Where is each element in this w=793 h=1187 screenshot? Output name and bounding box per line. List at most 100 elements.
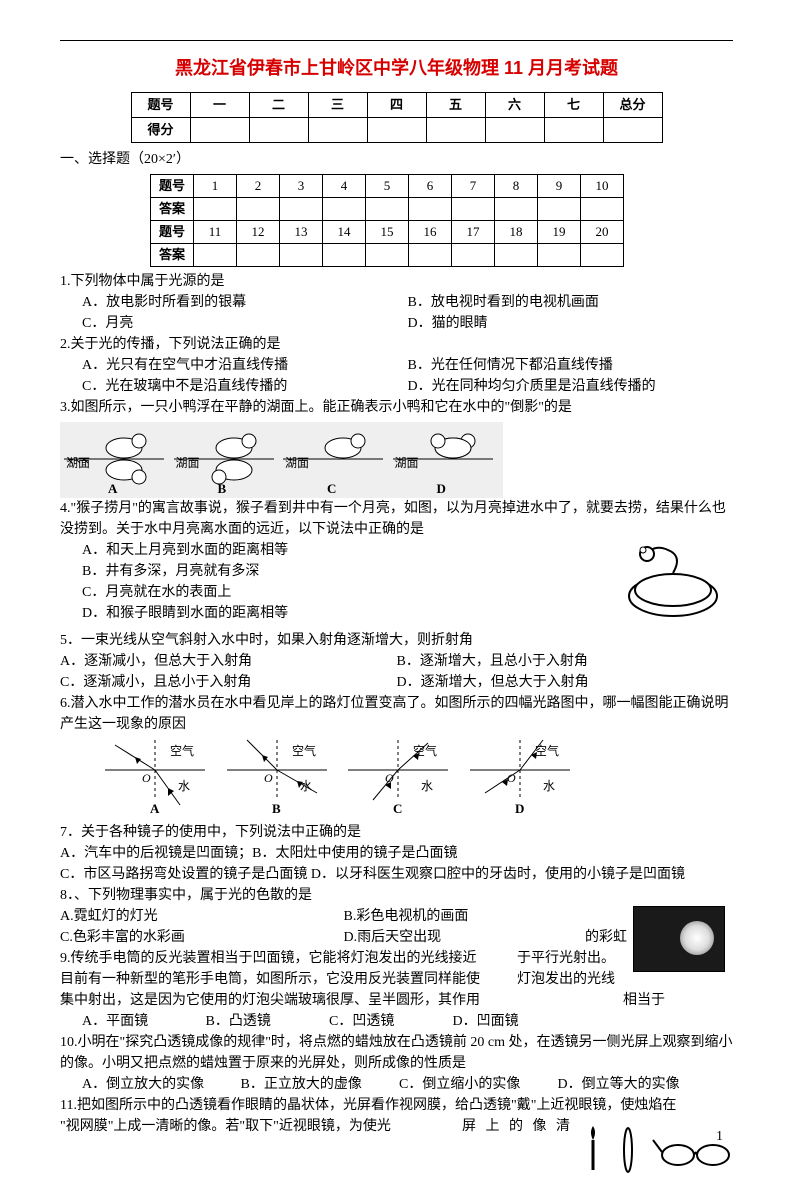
q1-c: C．月亮 — [82, 313, 408, 334]
q9-line2: 目前有一种新型的笔形手电筒，如图所示，它没用反光装置同样能使 灯泡发出的光线 — [60, 969, 627, 990]
ans-cell[interactable] — [237, 198, 280, 221]
ans-n: 15 — [366, 221, 409, 244]
score-cell[interactable] — [190, 118, 249, 143]
ans-cell[interactable] — [194, 244, 237, 267]
q2-d: D．光在同种均匀介质里是沿直线传播的 — [408, 376, 734, 397]
ans-n: 6 — [409, 175, 452, 198]
score-h-7: 七 — [544, 93, 603, 118]
q9-line1: 9.传统手电筒的反光装置相当于凹面镜，它能将灯泡发出的光线接近 于平行光射出。 — [60, 948, 627, 969]
ans-lbl-a: 答案 — [151, 198, 194, 221]
score-h-1: 一 — [190, 93, 249, 118]
q8-opts: A.霓虹灯的灯光 B.彩色电视机的画面 — [60, 906, 627, 927]
ans-cell[interactable] — [538, 244, 581, 267]
q7-opts: A．汽车中的后视镜是凹面镜；B．太阳灶中使用的镜子是凸面镜 C．市区马路拐弯处设… — [60, 843, 733, 885]
duck-option-a: 湖面 A — [64, 426, 164, 496]
exam-title: 黑龙江省伊春市上甘岭区中学八年级物理 11 月月考试题 — [60, 55, 733, 82]
score-cell[interactable] — [426, 118, 485, 143]
opt-c-label: C — [393, 801, 402, 815]
ans-cell[interactable] — [237, 244, 280, 267]
q1-a: A．放电影时所看到的银幕 — [82, 292, 408, 313]
monkey-well-icon — [613, 538, 723, 623]
ans-lbl-a2: 答案 — [151, 244, 194, 267]
score-h-3: 三 — [308, 93, 367, 118]
score-cell[interactable] — [603, 118, 662, 143]
monkey-figure — [613, 538, 723, 630]
answer-sheet: 题号 1 2 3 4 5 6 7 8 9 10 答案 题号 11 12 13 1… — [150, 174, 624, 267]
opt-a-label: A — [108, 479, 117, 499]
score-h-8: 总分 — [603, 93, 662, 118]
score-cell[interactable] — [367, 118, 426, 143]
duck-option-b: 湖面 B — [174, 426, 274, 496]
q11-stem2-tail: 屏 上 的 像 清 — [403, 1116, 573, 1137]
ans-cell[interactable] — [495, 198, 538, 221]
ans-cell[interactable] — [538, 198, 581, 221]
q10-d: D．倒立等大的实像 — [558, 1074, 713, 1095]
ray-diagram-c: 空气 水 O C — [343, 735, 453, 815]
page-number: 1 — [716, 1126, 723, 1147]
q10-opts: A．倒立放大的实像 B．正立放大的虚像 C．倒立缩小的实像 D．倒立等大的实像 — [60, 1074, 733, 1095]
water-label: 水 — [421, 779, 433, 793]
ans-n: 7 — [452, 175, 495, 198]
ans-n: 12 — [237, 221, 280, 244]
q8-a: A.霓虹灯的灯光 — [60, 906, 344, 927]
o-label: O — [385, 771, 394, 785]
ans-cell[interactable] — [366, 244, 409, 267]
ans-cell[interactable] — [581, 244, 624, 267]
q5-d: D．逐渐增大，但总大于入射角 — [397, 672, 734, 693]
ans-cell[interactable] — [409, 198, 452, 221]
q5-a: A．逐渐减小，但总大于入射角 — [60, 651, 397, 672]
ray-diagram-b: 空气 水 O B — [222, 735, 332, 815]
ans-n: 3 — [280, 175, 323, 198]
opt-d-label: D — [515, 801, 524, 815]
q9-stem2: 目前有一种新型的笔形手电筒，如图所示，它没用反光装置同样能使 — [60, 969, 517, 990]
q8-opts-row2: C.色彩丰富的水彩画 D.雨后天空出现 的彩虹 — [60, 927, 627, 948]
score-cell[interactable] — [544, 118, 603, 143]
q11-line2: "视网膜"上成一清晰的像。若"取下"近视眼镜，为使光 屏 上 的 像 清 — [60, 1116, 573, 1137]
ans-n: 9 — [538, 175, 581, 198]
ans-lbl-q2: 题号 — [151, 221, 194, 244]
ans-n: 8 — [495, 175, 538, 198]
air-label: 空气 — [413, 743, 437, 758]
q11-stem1: 11.把如图所示中的凸透镜看作眼睛的晶状体，光屏看作视网膜，给凸透镜"戴"上近视… — [60, 1095, 733, 1116]
q2-opts: A．光只有在空气中才沿直线传播 B．光在任何情况下都沿直线传播 C．光在玻璃中不… — [60, 355, 733, 397]
q9-b: B．凸透镜 — [206, 1011, 326, 1032]
ans-cell[interactable] — [280, 244, 323, 267]
score-h-6: 六 — [485, 93, 544, 118]
ans-cell[interactable] — [323, 198, 366, 221]
ans-cell[interactable] — [366, 198, 409, 221]
ans-cell[interactable] — [581, 198, 624, 221]
score-cell[interactable] — [308, 118, 367, 143]
q10-b: B．正立放大的虚像 — [241, 1074, 396, 1095]
ans-n: 18 — [495, 221, 538, 244]
ans-cell[interactable] — [323, 244, 366, 267]
air-label: 空气 — [170, 743, 194, 758]
o-label: O — [142, 771, 151, 785]
q8-b: B.彩色电视机的画面 — [344, 906, 628, 927]
surface-label: 湖面 — [395, 454, 419, 472]
ans-n: 10 — [581, 175, 624, 198]
q9-stem1-tail: 于平行光射出。 — [517, 948, 627, 969]
ans-cell[interactable] — [409, 244, 452, 267]
q5-b: B．逐渐增大，且总小于入射角 — [397, 651, 734, 672]
ans-cell[interactable] — [452, 244, 495, 267]
ans-cell[interactable] — [194, 198, 237, 221]
q8-c: C.色彩丰富的水彩画 — [60, 927, 344, 948]
q9-c: C．凹透镜 — [329, 1011, 449, 1032]
q9-stem2-tail: 灯泡发出的光线 — [517, 969, 627, 990]
q4-stem: 4."猴子捞月"的寓言故事说，猴子看到井中有一个月亮，如图，以为月亮掉进水中了，… — [60, 498, 733, 540]
ans-cell[interactable] — [280, 198, 323, 221]
score-cell[interactable] — [249, 118, 308, 143]
water-label: 水 — [543, 779, 555, 793]
score-row2-label: 得分 — [131, 118, 190, 143]
candle-lens-glasses-icon — [573, 1110, 733, 1180]
ans-cell[interactable] — [495, 244, 538, 267]
ans-n: 17 — [452, 221, 495, 244]
q8-d: D.雨后天空出现 — [344, 927, 514, 948]
q6-figure-strip: 空气 水 O A 空气 水 O B 空气 水 O C 空气 水 O D — [60, 735, 733, 822]
score-header-row: 题号 一 二 三 四 五 六 七 总分 — [131, 93, 662, 118]
q5-stem: 5．一束光线从空气斜射入水中时，如果入射角逐渐增大，则折射角 — [60, 630, 733, 651]
score-cell[interactable] — [485, 118, 544, 143]
q1-stem: 1.下列物体中属于光源的是 — [60, 271, 733, 292]
q10-stem: 10.小明在"探究凸透镜成像的规律"时，将点燃的蜡烛放在凸透镜前 20 cm 处… — [60, 1032, 733, 1074]
ans-cell[interactable] — [452, 198, 495, 221]
